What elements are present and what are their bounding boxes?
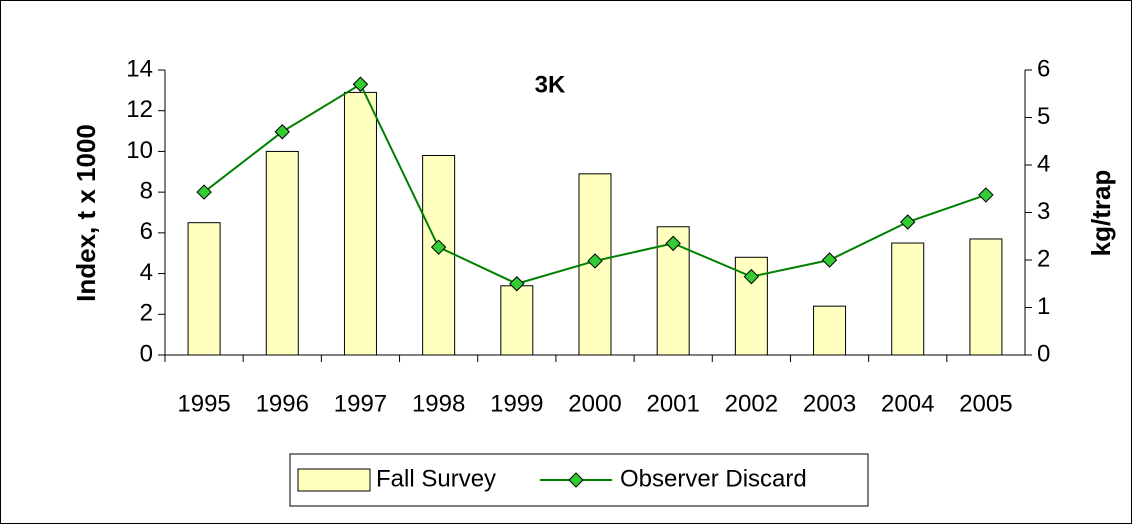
y2-tick-label: 5 [1037, 103, 1050, 130]
y-tick-label: 4 [140, 259, 153, 286]
point [743, 268, 760, 285]
y-tick-label: 10 [126, 137, 153, 164]
point [196, 184, 212, 200]
point [665, 235, 681, 252]
legend-swatch [568, 472, 584, 488]
bar [813, 305, 847, 356]
y-tick-label: 8 [140, 177, 153, 204]
y-tick-label: 2 [140, 300, 153, 327]
x-tick-label: 2001 [646, 390, 699, 417]
bar [343, 91, 377, 356]
point [900, 214, 916, 230]
point [509, 276, 525, 292]
x-tick-label: 1999 [490, 390, 543, 417]
bar [422, 155, 456, 356]
x-tick-label: 2005 [959, 390, 1012, 417]
bar [265, 150, 299, 356]
legend-label: Observer Discard [620, 465, 807, 492]
chart-title: 3K [535, 71, 566, 98]
y-tick-label: 12 [126, 96, 153, 123]
x-tick-label: 2000 [568, 390, 621, 417]
x-tick-label: 1997 [334, 390, 387, 417]
y2-axis-title: kg/trap [1086, 170, 1116, 257]
point [821, 252, 838, 268]
bar [891, 242, 925, 356]
y2-tick-label: 3 [1037, 198, 1050, 225]
bar [500, 285, 534, 356]
y-axis-title: Index, t x 1000 [71, 124, 101, 302]
x-tick-label: 2004 [881, 390, 934, 417]
point [587, 253, 603, 269]
bar [187, 222, 221, 356]
bar [969, 238, 1003, 356]
y-tick-label: 14 [126, 55, 153, 82]
x-tick-label: 1998 [412, 390, 465, 417]
point [978, 187, 994, 203]
x-tick-label: 1995 [177, 390, 230, 417]
point [274, 124, 290, 140]
legend-swatch [297, 468, 371, 492]
legend-label: Fall Survey [376, 465, 496, 492]
x-tick-label: 2002 [725, 390, 778, 417]
point [430, 239, 447, 255]
y-tick-label: 0 [140, 340, 153, 367]
y2-tick-label: 6 [1037, 55, 1050, 82]
x-tick-label: 2003 [803, 390, 856, 417]
y2-tick-label: 4 [1037, 150, 1050, 177]
x-tick-label: 1996 [256, 390, 309, 417]
point [352, 76, 369, 92]
y2-tick-label: 1 [1037, 293, 1050, 320]
y-tick-label: 6 [140, 218, 153, 245]
y2-tick-label: 2 [1037, 245, 1050, 272]
y2-tick-label: 0 [1037, 340, 1050, 367]
